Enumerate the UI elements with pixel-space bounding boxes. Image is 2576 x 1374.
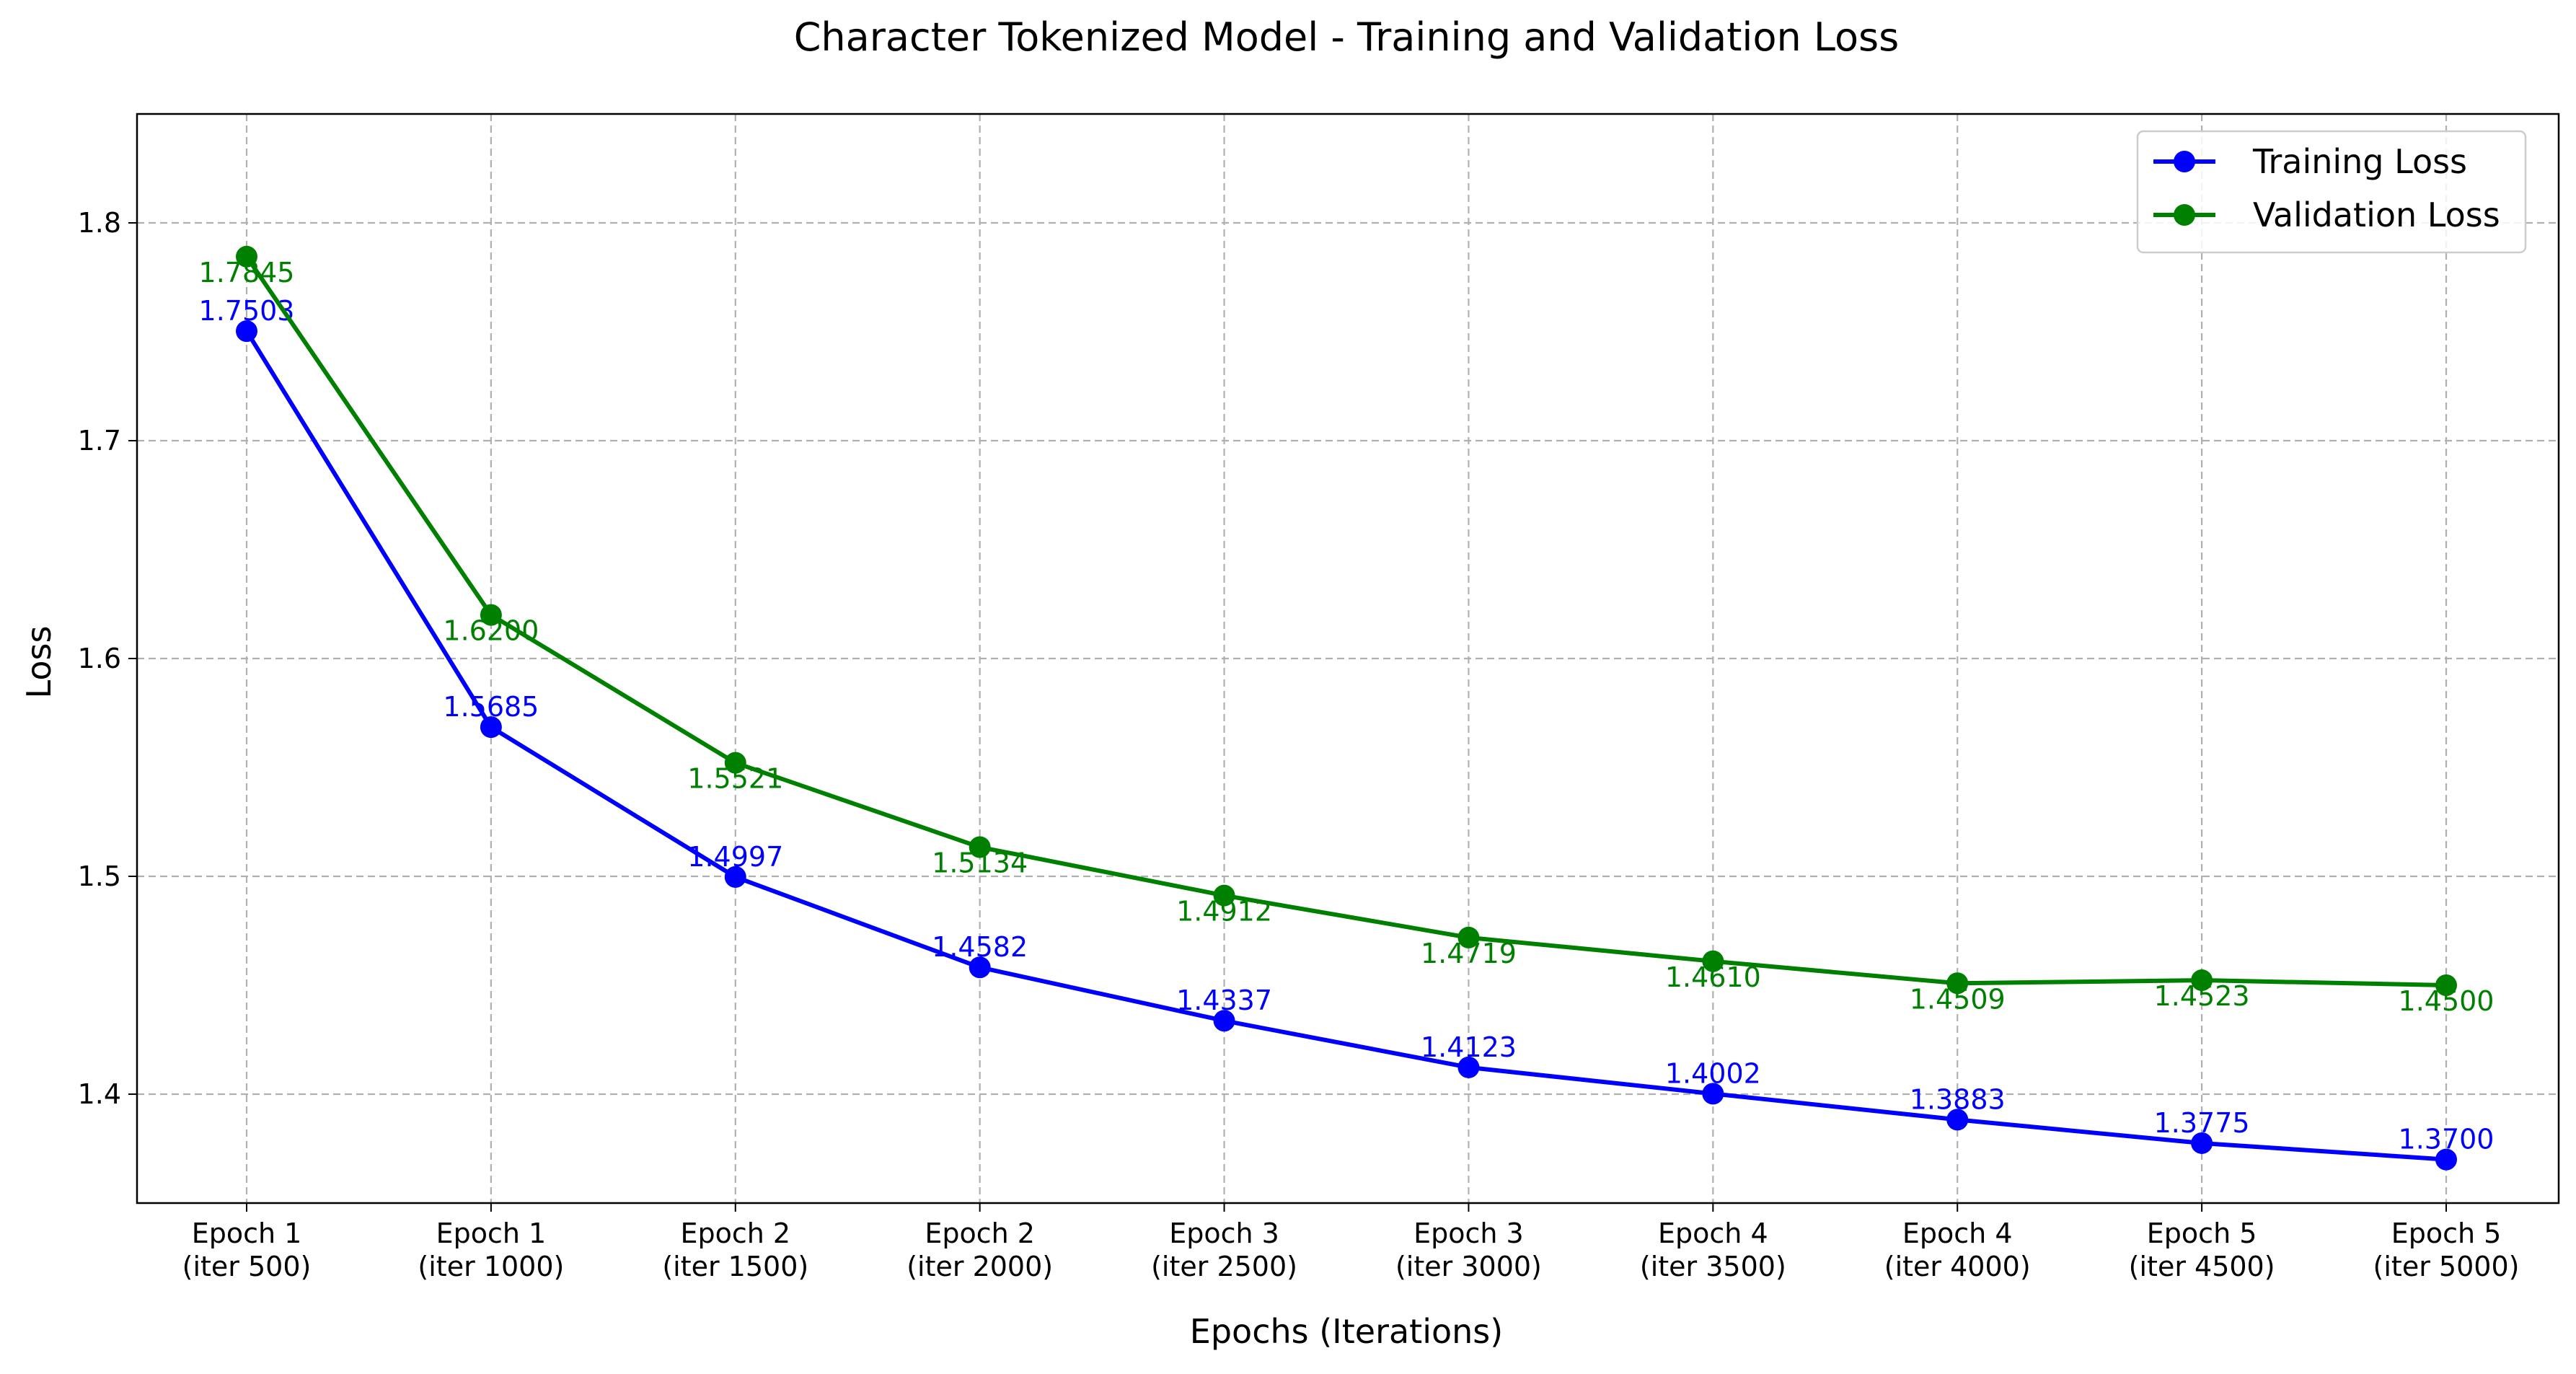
data-label: 1.3700 [2399,1124,2495,1155]
data-point [724,866,746,888]
legend-swatch-marker [2174,151,2195,172]
data-point [2191,969,2213,992]
data-point [1702,950,1724,972]
data-label: 1.5134 [932,847,1028,879]
legend-label-validation: Validation Loss [2253,195,2500,234]
data-label: 1.4123 [1421,1031,1517,1063]
data-point [2191,1132,2213,1154]
data-label: 1.3775 [2154,1107,2250,1139]
y-tick-label: 1.7 [78,425,121,457]
data-point [969,956,991,979]
series-line-training [244,330,2447,1162]
data-label: 1.5521 [687,763,783,795]
y-tick-label: 1.5 [78,860,121,892]
data-point [1457,926,1480,948]
data-label: 1.5685 [443,691,539,723]
x-tick-label: Epoch 3 (iter 2500) [1151,1217,1297,1282]
data-point [236,245,257,268]
x-tick-label: Epoch 1 (iter 500) [182,1217,312,1282]
data-label: 1.7845 [199,257,295,289]
y-tick-label: 1.8 [78,207,121,239]
chart-title: Character Tokenized Model - Training and… [794,14,1900,60]
data-label: 1.3883 [1910,1083,2006,1115]
data-point [1946,972,1969,995]
x-tick-label: Epoch 5 (iter 4500) [2129,1217,2275,1282]
data-label: 1.4582 [932,931,1028,963]
legend-label-training: Training Loss [2252,142,2467,181]
data-label: 1.4002 [1665,1057,1761,1089]
data-label: 1.4337 [1176,985,1272,1016]
data-point [724,752,746,774]
data-label: 1.4500 [2399,985,2495,1017]
series-layer: 1.7503 1.5685 1.4997 1.4582 1.4337 1.4123 1.40… [199,245,2495,1171]
x-tick-label: Epoch 1 (iter 1000) [418,1217,564,1282]
data-point [1213,1010,1235,1032]
y-tick-label: 1.6 [78,643,121,674]
x-tick-label: Epoch 5 (iter 5000) [2373,1217,2520,1282]
data-point [1213,884,1235,907]
axes-layer: Epoch 1 (iter 500) Epoch 1 (iter 1000) Epoch… [78,113,2560,1282]
data-label: 1.7503 [199,295,295,327]
legend-box [2136,130,2527,254]
data-point [2435,974,2457,996]
data-label: 1.4523 [2154,980,2250,1012]
data-point [236,320,257,343]
data-label: 1.4610 [1665,961,1761,993]
data-point [1702,1083,1724,1105]
x-tick-label: Epoch 4 (iter 4000) [1884,1217,2031,1282]
y-axis-label: Loss [19,626,58,699]
data-point [480,716,502,739]
data-label: 1.4997 [687,841,783,873]
y-tick-label: 1.4 [78,1078,121,1110]
data-label: 1.4719 [1421,938,1517,969]
x-tick-label: Epoch 2 (iter 1500) [662,1217,808,1282]
x-tick-label: Epoch 4 (iter 3500) [1640,1217,1786,1282]
grid-layer [137,114,2559,1203]
data-label: 1.4912 [1176,896,1272,928]
legend: Training Loss Validation Loss [2136,130,2527,254]
series-line-validation [244,255,2447,987]
legend-swatch-marker [2174,204,2195,226]
data-point [2435,1148,2457,1171]
data-point [1457,1056,1480,1078]
data-point [480,604,502,626]
data-label: 1.6200 [443,615,539,647]
x-tick-label: Epoch 2 (iter 2000) [907,1217,1053,1282]
data-point [1946,1109,1969,1131]
x-axis-label: Epochs (Iterations) [1190,1312,1503,1351]
data-point [969,836,991,858]
x-tick-label: Epoch 3 (iter 3000) [1395,1217,1542,1282]
data-label: 1.4509 [1910,983,2006,1015]
